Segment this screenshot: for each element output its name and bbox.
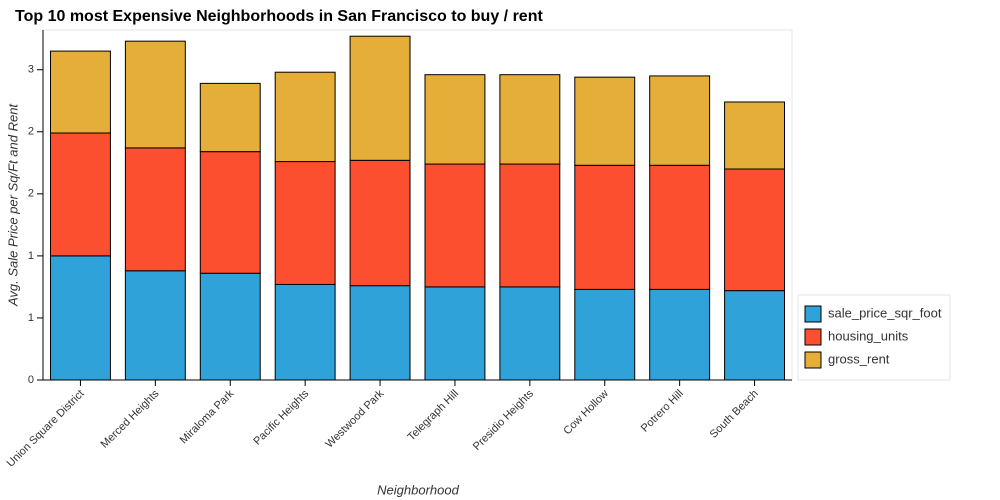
legend-label: gross_rent — [828, 351, 890, 366]
x-tick-label: Pacific Heights — [251, 387, 311, 447]
x-tick-label: Miraloma Park — [178, 387, 237, 446]
x-axis-label: Neighborhood — [377, 482, 459, 497]
legend-label: housing_units — [828, 328, 909, 343]
bar-segment — [49, 255, 111, 381]
bar-segment — [574, 288, 636, 381]
bar-segment — [499, 74, 561, 165]
chart-title: Top 10 most Expensive Neighborhoods in S… — [15, 8, 543, 25]
x-tick-label: Westwood Park — [323, 387, 386, 450]
bar-segment — [424, 74, 486, 165]
x-tick-label: Presidio Heights — [471, 387, 536, 452]
bar-segment — [499, 163, 561, 288]
bar-segment — [424, 286, 486, 381]
y-tick-label: 2 — [28, 188, 34, 200]
legend-label: sale_price_sqr_foot — [828, 305, 942, 320]
bar-segment — [349, 159, 411, 287]
bar-segment — [49, 50, 111, 134]
bar-segment — [649, 75, 711, 166]
bar-segment — [124, 270, 186, 381]
y-tick-label: 1 — [28, 250, 34, 262]
bar-segment — [49, 132, 111, 257]
legend-swatch — [804, 305, 822, 323]
x-tick-label: Cow Hollow — [561, 388, 611, 438]
bar-segment — [574, 164, 636, 290]
bar-segment — [349, 285, 411, 381]
x-tick-label: South Beach — [708, 388, 761, 441]
bar-segment — [274, 161, 336, 285]
y-tick-label: 2 — [28, 126, 34, 138]
bar-segment — [124, 147, 186, 272]
x-tick-label: Merced Heights — [99, 387, 162, 450]
x-tick-label: Telegraph Hill — [406, 388, 462, 444]
bar-segment — [274, 283, 336, 381]
bar-segment — [274, 71, 336, 163]
bar-segment — [349, 35, 411, 161]
bar-segment — [724, 101, 786, 170]
bar-segment — [574, 76, 636, 166]
bar-segment — [649, 288, 711, 381]
x-tick-label: Union Square District — [5, 388, 87, 470]
y-axis-label: Avg. Sale Price per Sq/Ft and Rent — [5, 103, 20, 307]
bar-segment — [199, 151, 261, 274]
bar-segment — [199, 82, 261, 153]
bar-segment — [499, 286, 561, 381]
legend-swatch — [804, 328, 822, 346]
y-tick-label: 1 — [28, 312, 34, 324]
legend-swatch — [804, 351, 822, 369]
bar-segment — [124, 40, 186, 149]
x-tick-label: Potrero Hill — [639, 388, 686, 435]
bar-segment — [424, 163, 486, 288]
bar-segment — [649, 164, 711, 290]
legend — [797, 294, 951, 381]
bar-segment — [724, 168, 786, 292]
bar-segment — [724, 290, 786, 381]
y-tick-label: 0 — [28, 374, 34, 386]
bar-segment — [199, 272, 261, 381]
y-tick-label: 3 — [28, 64, 34, 76]
